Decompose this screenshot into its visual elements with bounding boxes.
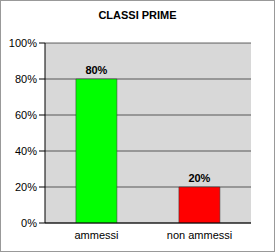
svg-text:20%: 20% — [15, 181, 37, 193]
svg-text:0%: 0% — [21, 217, 37, 229]
svg-text:60%: 60% — [15, 109, 37, 121]
svg-text:20%: 20% — [188, 172, 210, 184]
svg-text:40%: 40% — [15, 145, 37, 157]
html-text:CLASSI PRIME: CLASSI PRIME — [98, 9, 177, 21]
svg-text:80%: 80% — [15, 73, 37, 85]
svg-text:100%: 100% — [9, 37, 37, 49]
svg-text:ammessi: ammessi — [74, 229, 118, 241]
svg-text:non ammessi: non ammessi — [167, 229, 232, 241]
svg-text:80%: 80% — [85, 64, 107, 76]
